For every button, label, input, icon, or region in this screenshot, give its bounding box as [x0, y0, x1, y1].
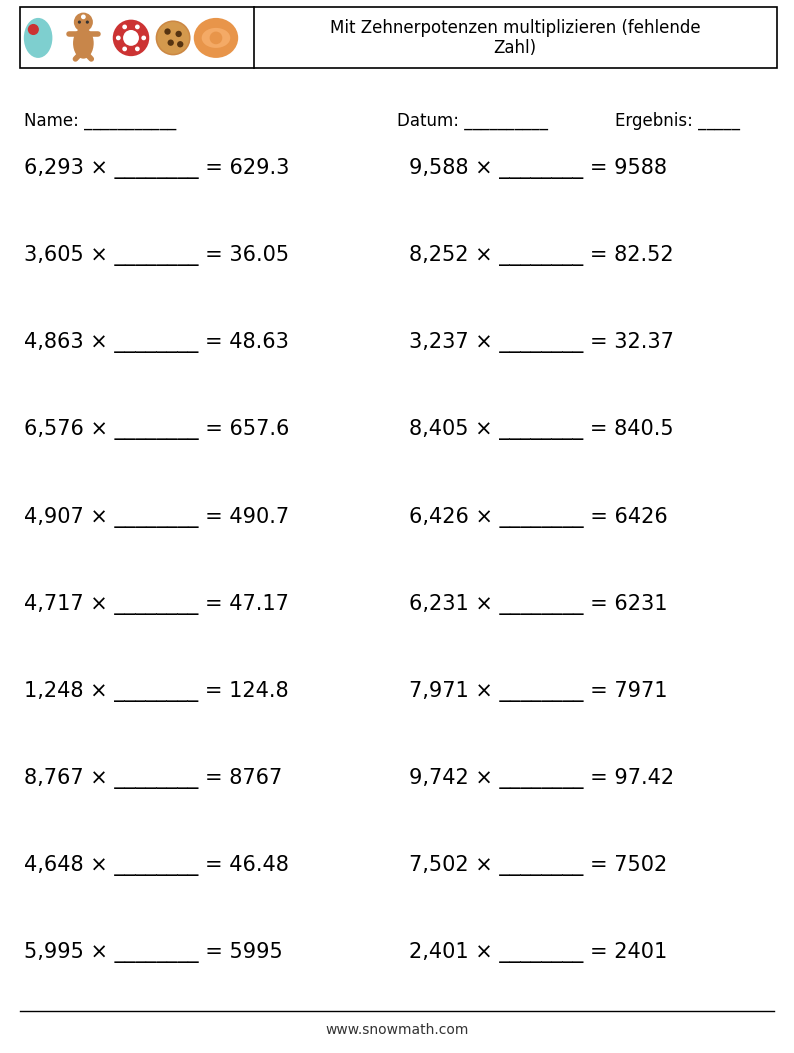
Ellipse shape [81, 15, 86, 19]
Ellipse shape [164, 28, 171, 35]
Text: Mit Zehnerpotenzen multiplizieren (fehlende
Zahl): Mit Zehnerpotenzen multiplizieren (fehle… [330, 19, 700, 57]
Text: 7,502 × ________ = 7502: 7,502 × ________ = 7502 [409, 855, 667, 876]
Ellipse shape [28, 24, 39, 35]
Text: 9,742 × ________ = 97.42: 9,742 × ________ = 97.42 [409, 768, 674, 789]
Text: Ergebnis: _____: Ergebnis: _____ [615, 112, 740, 131]
Text: 4,863 × ________ = 48.63: 4,863 × ________ = 48.63 [24, 333, 289, 354]
Ellipse shape [156, 20, 191, 56]
Ellipse shape [194, 18, 238, 58]
Ellipse shape [168, 40, 174, 46]
Ellipse shape [141, 36, 146, 40]
Text: Datum: __________: Datum: __________ [397, 112, 548, 131]
Ellipse shape [123, 29, 139, 46]
Ellipse shape [122, 24, 127, 29]
Ellipse shape [135, 24, 140, 29]
Text: www.snowmath.com: www.snowmath.com [326, 1022, 468, 1037]
Text: 3,237 × ________ = 32.37: 3,237 × ________ = 32.37 [409, 333, 674, 354]
Text: 5,995 × ________ = 5995: 5,995 × ________ = 5995 [24, 942, 283, 963]
FancyBboxPatch shape [20, 7, 777, 68]
Ellipse shape [135, 46, 140, 52]
Text: Name: ___________: Name: ___________ [24, 112, 176, 131]
Ellipse shape [116, 36, 121, 40]
Text: 7,971 × ________ = 7971: 7,971 × ________ = 7971 [409, 681, 668, 702]
Text: 8,767 × ________ = 8767: 8,767 × ________ = 8767 [24, 768, 282, 789]
Text: 3,605 × ________ = 36.05: 3,605 × ________ = 36.05 [24, 245, 289, 266]
Text: 6,293 × ________ = 629.3: 6,293 × ________ = 629.3 [24, 158, 289, 179]
Text: 1,248 × ________ = 124.8: 1,248 × ________ = 124.8 [24, 681, 288, 702]
Ellipse shape [157, 22, 189, 54]
Text: 4,717 × ________ = 47.17: 4,717 × ________ = 47.17 [24, 594, 289, 615]
Ellipse shape [113, 20, 149, 56]
Ellipse shape [210, 32, 222, 44]
Text: 6,231 × ________ = 6231: 6,231 × ________ = 6231 [409, 594, 668, 615]
Ellipse shape [202, 27, 230, 48]
Ellipse shape [175, 31, 182, 37]
Ellipse shape [78, 20, 81, 24]
Ellipse shape [24, 18, 52, 58]
Text: 8,405 × ________ = 840.5: 8,405 × ________ = 840.5 [409, 419, 673, 440]
Ellipse shape [73, 27, 94, 59]
Text: 9,588 × ________ = 9588: 9,588 × ________ = 9588 [409, 158, 667, 179]
Text: 6,576 × ________ = 657.6: 6,576 × ________ = 657.6 [24, 419, 289, 440]
Text: 8,252 × ________ = 82.52: 8,252 × ________ = 82.52 [409, 245, 673, 266]
Text: 6,426 × ________ = 6426: 6,426 × ________ = 6426 [409, 506, 668, 528]
Ellipse shape [86, 20, 89, 24]
Ellipse shape [122, 46, 127, 52]
Ellipse shape [74, 13, 93, 32]
Ellipse shape [177, 41, 183, 47]
Text: 2,401 × ________ = 2401: 2,401 × ________ = 2401 [409, 942, 667, 963]
Text: 4,648 × ________ = 46.48: 4,648 × ________ = 46.48 [24, 855, 289, 876]
Text: 4,907 × ________ = 490.7: 4,907 × ________ = 490.7 [24, 506, 289, 528]
